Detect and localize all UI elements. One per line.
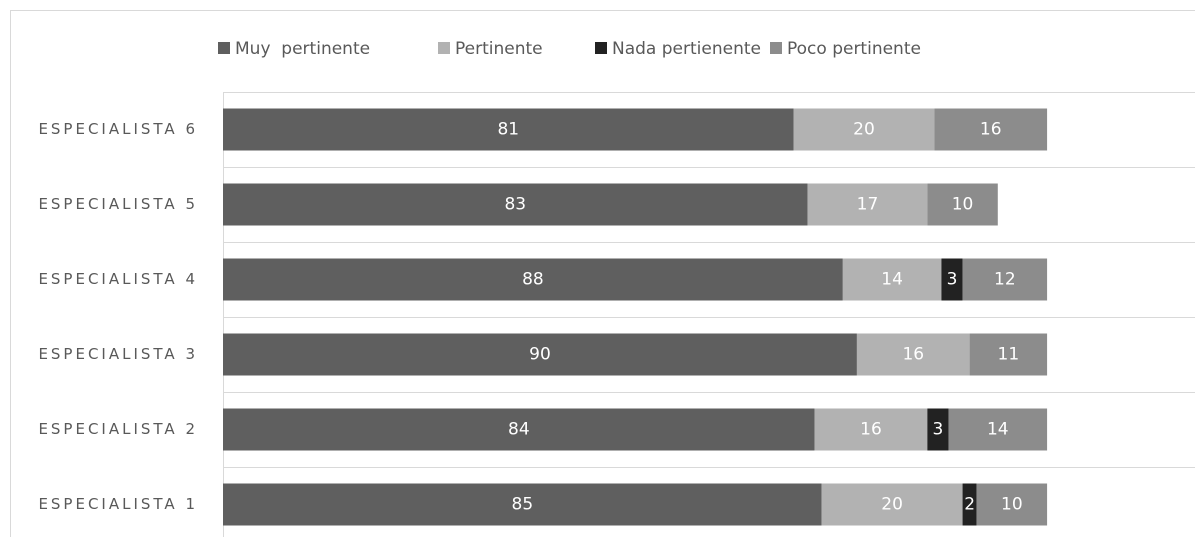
bar-segment [927, 183, 998, 226]
bar-segment [793, 108, 935, 151]
legend-swatch [218, 42, 230, 54]
legend-label: Pertinente [455, 39, 543, 59]
bar-segment [223, 183, 808, 226]
data-label: 17 [857, 195, 879, 215]
bar-segment [856, 333, 970, 376]
data-label: 16 [860, 420, 882, 440]
y-tick-label: ESPECIALISTA 1 [38, 495, 198, 513]
bar-segment [807, 183, 928, 226]
bar-segment [223, 408, 815, 451]
bar-segment [941, 258, 963, 301]
data-label: 85 [512, 495, 534, 515]
bar-segment [814, 408, 928, 451]
data-label: 81 [497, 120, 519, 140]
bar-segment [927, 408, 949, 451]
bar-segment [842, 258, 942, 301]
bar-segment [948, 408, 1048, 451]
bar-segment [962, 258, 1048, 301]
bar-segment [223, 258, 843, 301]
bar-segment [223, 483, 822, 526]
data-label: 12 [994, 270, 1016, 290]
data-label: 3 [932, 420, 943, 440]
data-label: 83 [504, 195, 526, 215]
y-tick-label: ESPECIALISTA 4 [38, 270, 198, 288]
bar-segment [962, 483, 977, 526]
data-label: 14 [881, 270, 903, 290]
bar-segment [934, 108, 1048, 151]
bar-segment [821, 483, 963, 526]
data-label: 16 [980, 120, 1002, 140]
bar-segment [976, 483, 1048, 526]
data-label: 10 [952, 195, 974, 215]
data-label: 2 [964, 495, 975, 515]
data-label: 3 [947, 270, 958, 290]
data-label: 20 [881, 495, 903, 515]
legend-swatch [770, 42, 782, 54]
y-tick-label: ESPECIALISTA 3 [38, 345, 198, 363]
data-label: 14 [987, 420, 1009, 440]
data-label: 11 [998, 345, 1020, 365]
data-label: 88 [522, 270, 544, 290]
legend-label: Nada pertienente [612, 39, 761, 59]
y-tick-label: ESPECIALISTA 6 [38, 120, 198, 138]
legend-swatch [438, 42, 450, 54]
data-label: 10 [1001, 495, 1023, 515]
bar-segment [969, 333, 1048, 376]
bar-segment [223, 108, 794, 151]
y-tick-label: ESPECIALISTA 5 [38, 195, 198, 213]
y-tick-label: ESPECIALISTA 2 [38, 420, 198, 438]
legend-label: Muy pertinente [235, 39, 370, 59]
data-label: 16 [902, 345, 924, 365]
data-label: 90 [529, 345, 551, 365]
bar-segment [223, 333, 857, 376]
data-label: 20 [853, 120, 875, 140]
data-label: 84 [508, 420, 530, 440]
legend-swatch [595, 42, 607, 54]
legend-label: Poco pertinente [787, 39, 921, 59]
